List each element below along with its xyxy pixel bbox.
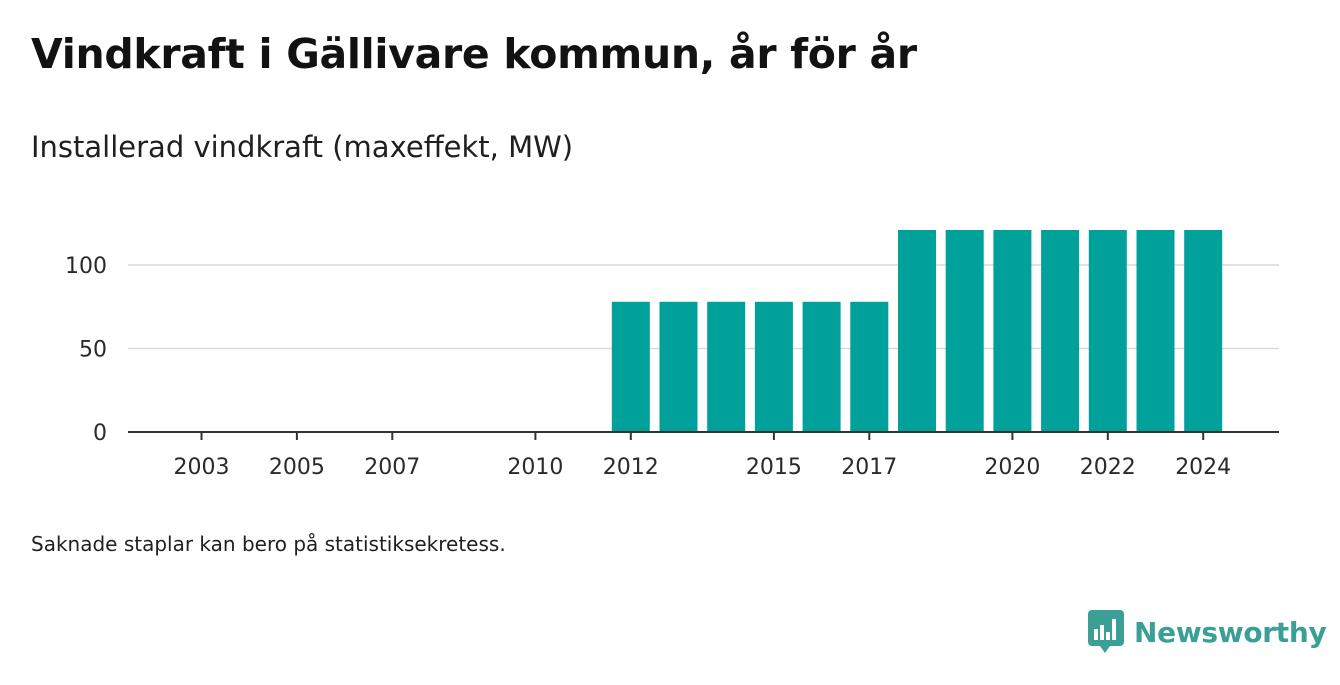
brand-name: Newsworthy [1134, 615, 1327, 649]
bar-2019 [945, 230, 984, 432]
x-tick-label: 2017 [841, 455, 897, 480]
x-tick-label: 2020 [984, 455, 1040, 480]
chart-subtitle: Installerad vindkraft (maxeffekt, MW) [31, 130, 574, 164]
chart-title: Vindkraft i Gällivare kommun, år för år [31, 30, 917, 78]
bar-2018 [898, 230, 936, 432]
bar-2012 [611, 301, 650, 432]
x-tick-label: 2003 [174, 455, 230, 480]
x-tick-label: 2024 [1175, 455, 1231, 480]
x-tick-label: 2015 [746, 455, 802, 480]
x-tick-label: 2010 [507, 455, 563, 480]
bar-2017 [850, 301, 889, 432]
footnote: Saknade staplar kan bero på statistiksek… [31, 532, 506, 556]
newsworthy-brand[interactable]: Newsworthy [1088, 610, 1327, 654]
bar-2016 [802, 301, 841, 432]
x-tick-label: 2012 [603, 455, 659, 480]
bar-2021 [1041, 230, 1080, 432]
bar-2020 [993, 230, 1032, 432]
bar-2014 [707, 301, 746, 432]
bar-2024 [1184, 230, 1223, 432]
y-tick-label: 100 [65, 254, 107, 279]
x-tick-label: 2007 [364, 455, 420, 480]
bar-chart: 0 50 100 2003 2005 2007 2010 2012 2015 2017 2020 20… [65, 230, 1279, 480]
x-tick-label: 2005 [269, 455, 325, 480]
y-tick-label: 50 [79, 338, 107, 363]
bar-2022 [1088, 230, 1127, 432]
bar-2015 [754, 301, 793, 432]
x-tick-label: 2022 [1080, 455, 1136, 480]
y-tick-label: 0 [93, 421, 107, 446]
newsworthy-logo-icon [1088, 610, 1124, 653]
bar-2023 [1136, 230, 1175, 432]
bar-2013 [659, 301, 698, 432]
